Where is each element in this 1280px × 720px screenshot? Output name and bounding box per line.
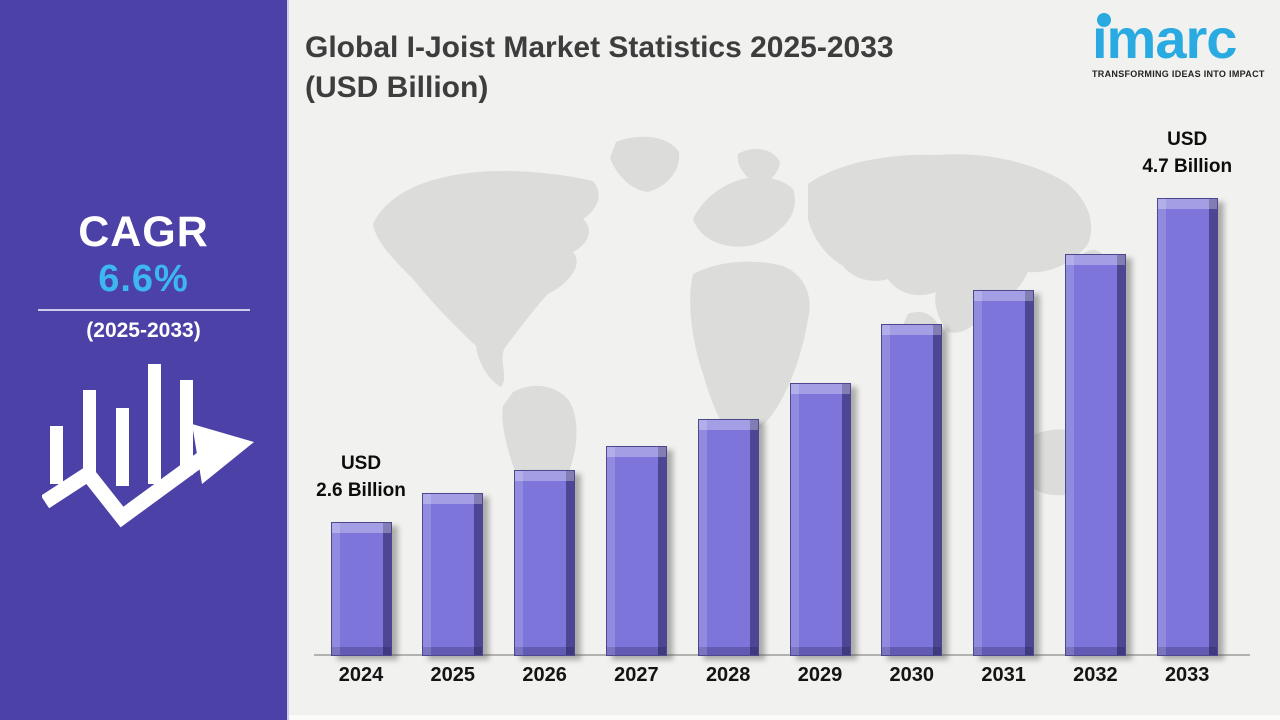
bar-2033 xyxy=(1156,198,1218,656)
cagr-label: CAGR xyxy=(78,208,209,256)
bar-chart-growth-arrow-icon xyxy=(42,364,254,528)
x-tick-2032: 2032 xyxy=(1073,664,1118,686)
imarc-logo-tagline: TRANSFORMING IDEAS INTO IMPACT xyxy=(1092,69,1265,79)
bar-2027 xyxy=(605,446,667,656)
chart-title: Global I-Joist Market Statistics 2025-20… xyxy=(305,28,1075,108)
imarc-logo-i-dot-icon xyxy=(1097,13,1111,27)
x-tick-2024: 2024 xyxy=(338,664,384,686)
data-label-2024: USD 2.6 Billion xyxy=(316,453,406,501)
sidebar: CAGR 6.6% (2025-2033) xyxy=(0,0,289,720)
x-tick-2027: 2027 xyxy=(614,664,659,686)
chart-title-line1: Global I-Joist Market Statistics 2025-20… xyxy=(305,31,894,64)
bar-2024 xyxy=(330,522,392,656)
cagr-divider xyxy=(38,309,250,311)
x-tick-2033: 2033 xyxy=(1164,664,1210,686)
x-tick-2031: 2031 xyxy=(981,664,1026,686)
x-tick-2025: 2025 xyxy=(430,664,476,686)
bar-2031 xyxy=(973,290,1035,656)
chart-title-line2: (USD Billion) xyxy=(305,71,489,104)
x-tick-2028: 2028 xyxy=(705,664,751,686)
x-axis-line xyxy=(314,654,1250,656)
imarc-logo-wordmark: ımarc xyxy=(1092,10,1272,68)
x-tick-2030: 2030 xyxy=(889,664,935,686)
data-label-2033: USD 4.7 Billion xyxy=(1142,129,1233,177)
bar-2030 xyxy=(881,324,943,656)
x-tick-2029: 2029 xyxy=(797,664,843,686)
bar-2025 xyxy=(422,493,484,656)
bar-2028 xyxy=(697,419,759,656)
bar-2032 xyxy=(1064,254,1126,656)
bar-2026 xyxy=(514,470,576,656)
cagr-period: (2025-2033) xyxy=(86,319,201,342)
x-tick-2026: 2026 xyxy=(522,664,567,686)
bottom-strip xyxy=(289,715,1280,720)
cagr-value: 6.6% xyxy=(98,258,189,300)
imarc-logo-text: ımarc xyxy=(1092,7,1237,70)
bar-2029 xyxy=(789,383,851,656)
imarc-logo: ımarc TRANSFORMING IDEAS INTO IMPACT xyxy=(1092,10,1272,80)
